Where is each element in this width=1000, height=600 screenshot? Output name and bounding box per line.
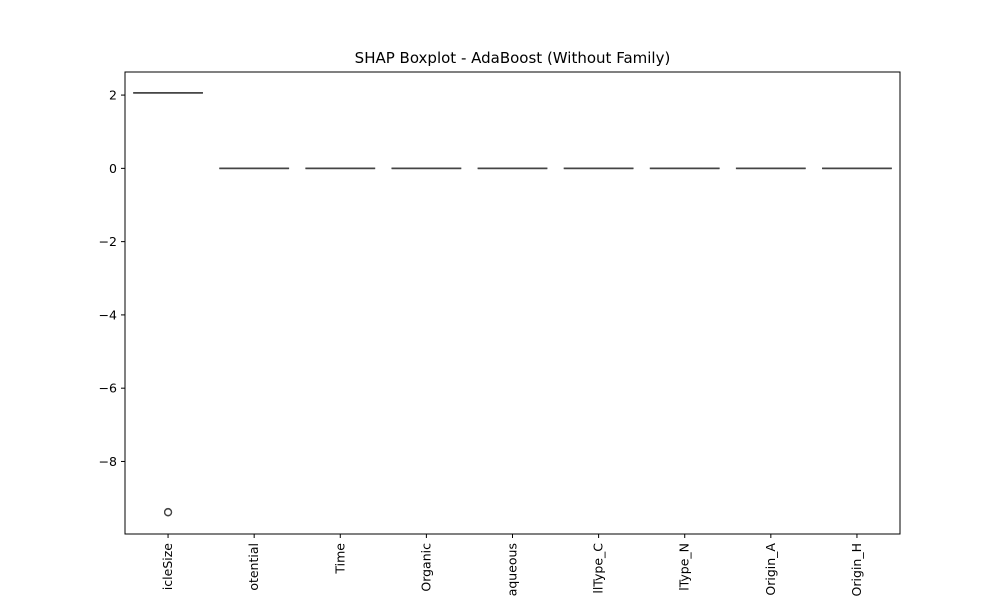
boxes-layer: [133, 92, 892, 517]
box-5: [563, 167, 634, 170]
y-axis: 2 0 −2 −4 −6 −8: [99, 88, 125, 469]
x-tick-label: aqueous: [505, 543, 520, 596]
box-3: [391, 167, 462, 170]
x-tick-label: Origin_H: [849, 543, 864, 596]
box-4: [477, 167, 548, 170]
y-tick-label: 0: [109, 161, 117, 176]
y-tick-label: −2: [99, 234, 117, 249]
box-0: [133, 92, 203, 517]
y-tick-label: −4: [99, 307, 117, 322]
box-8: [822, 167, 892, 170]
x-tick-label: lType_N: [677, 543, 692, 591]
y-tick-label: −6: [99, 381, 117, 396]
x-tick-label: otential: [246, 543, 261, 591]
y-tick-label: −8: [99, 454, 117, 469]
x-tick-label: Origin_A: [763, 543, 778, 596]
box-2: [305, 167, 376, 170]
x-tick-label: Organic: [418, 543, 433, 592]
chart-title: SHAP Boxplot - AdaBoost (Without Family): [355, 49, 671, 67]
box-1: [219, 167, 290, 170]
box-7: [735, 167, 806, 170]
x-tick-label: Time: [332, 543, 347, 575]
x-tick-label: llType_C: [591, 543, 606, 594]
plot-frame: [124, 71, 901, 535]
x-tick-label: icleSize: [160, 543, 175, 590]
x-axis: icleSize otential Time Organic aqueous llType…: [160, 534, 864, 596]
box-outlier: [163, 507, 173, 517]
y-tick-label: 2: [109, 88, 117, 103]
box-6: [649, 167, 720, 170]
